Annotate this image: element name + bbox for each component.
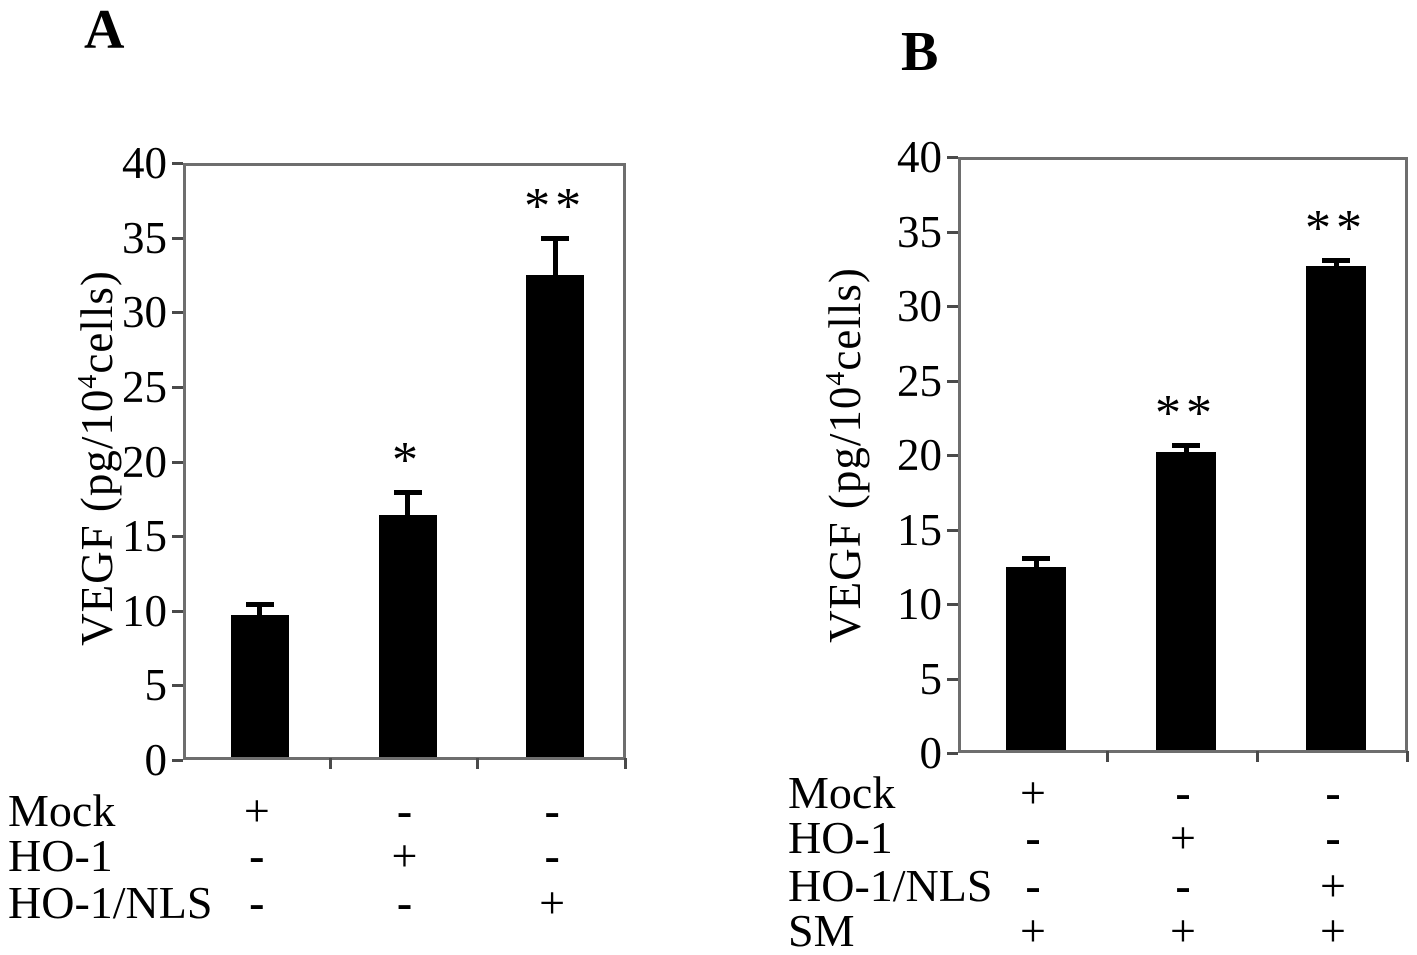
condition-symbol: + xyxy=(1170,905,1196,955)
y-axis-tick-label: 25 xyxy=(897,355,942,406)
y-axis-tick-label: 30 xyxy=(897,281,942,331)
y-axis-tick-label: 5 xyxy=(144,660,168,711)
error-bar-cap xyxy=(541,236,570,242)
condition-symbol: - xyxy=(1175,860,1191,911)
condition-symbol: - xyxy=(396,785,413,836)
y-axis-tick-mark xyxy=(172,759,183,762)
y-axis-tick-mark xyxy=(172,236,183,240)
condition-symbol: - xyxy=(1025,860,1041,911)
y-axis-tick-label: 15 xyxy=(897,504,942,555)
y-axis-tick-mark xyxy=(947,603,958,606)
y-axis-tick-mark xyxy=(947,230,958,234)
condition-symbol: + xyxy=(391,830,418,881)
condition-row-label: Mock xyxy=(788,767,896,818)
condition-symbol: + xyxy=(243,785,270,836)
bar-ho-1-nls xyxy=(526,274,585,757)
x-axis-tick-mark xyxy=(624,758,627,769)
condition-symbol: - xyxy=(1325,812,1341,863)
condition-row-label: HO-1 xyxy=(788,812,893,863)
condition-row-label: HO-1 xyxy=(8,830,113,881)
condition-symbol: + xyxy=(1020,905,1046,955)
x-axis-tick-mark xyxy=(476,758,480,769)
y-axis-tick-mark xyxy=(947,379,958,383)
y-axis-tick-label: 15 xyxy=(122,511,167,562)
condition-row-label: SM xyxy=(788,905,855,955)
y-axis-tick-mark xyxy=(172,162,183,165)
y-axis-tick-label: 10 xyxy=(122,585,167,636)
y-axis-tick-label: 40 xyxy=(897,132,942,182)
y-axis-tick-label: 0 xyxy=(144,735,168,785)
x-axis-tick-mark xyxy=(1256,751,1259,762)
bar-ho-1-nls xyxy=(1306,265,1366,750)
error-bar-cap xyxy=(1322,258,1350,264)
y-axis-tick-label: 10 xyxy=(897,579,942,629)
condition-symbol: - xyxy=(249,830,265,881)
significance-marker: ** xyxy=(524,178,587,236)
y-axis-tick-mark xyxy=(172,684,183,688)
error-bar-cap xyxy=(393,489,422,495)
x-axis-tick-mark xyxy=(1406,751,1409,762)
panel-a-plot-area: * ** xyxy=(183,163,626,760)
error-bar-stem xyxy=(405,492,410,516)
significance-marker: ** xyxy=(1305,200,1367,258)
condition-symbol: + xyxy=(1170,812,1196,863)
error-bar-cap xyxy=(245,601,274,607)
error-bar-stem xyxy=(1033,559,1039,567)
error-bar-cap xyxy=(1172,443,1200,449)
y-axis-tick-label: 5 xyxy=(919,653,943,704)
y-axis-tick-label: 35 xyxy=(122,212,167,263)
x-axis-tick-mark xyxy=(1106,751,1109,762)
condition-row-label: HO-1/NLS xyxy=(788,860,993,911)
bar-mock xyxy=(1006,566,1066,750)
y-axis-tick-mark xyxy=(947,528,958,532)
bar-ho-1 xyxy=(1156,452,1216,750)
y-axis-tick-mark xyxy=(947,305,958,308)
condition-row-label: HO-1/NLS xyxy=(8,877,213,928)
panel-a-letter: A xyxy=(84,0,125,61)
condition-symbol: - xyxy=(1025,812,1041,863)
condition-symbol: + xyxy=(1320,860,1346,911)
bar-mock xyxy=(230,615,289,757)
condition-symbol: - xyxy=(1325,767,1341,818)
y-axis-tick-mark xyxy=(947,752,958,755)
condition-symbol: - xyxy=(544,830,560,881)
panel-b-plot-area: ** ** xyxy=(958,157,1408,753)
condition-symbol: - xyxy=(544,785,560,836)
y-axis-tick-mark xyxy=(172,385,183,389)
significance-marker: * xyxy=(392,431,423,489)
y-axis-tick-label: 20 xyxy=(897,430,942,480)
y-axis-tick-mark xyxy=(172,609,183,613)
condition-symbol: + xyxy=(1020,767,1046,818)
condition-symbol: + xyxy=(1320,905,1346,955)
y-axis-tick-mark xyxy=(172,535,183,539)
condition-row-label: Mock xyxy=(8,785,116,836)
y-axis-tick-mark xyxy=(172,311,183,315)
panel-b-letter: B xyxy=(901,21,939,83)
significance-marker: ** xyxy=(1155,385,1217,443)
condition-symbol: - xyxy=(396,877,413,928)
error-bar-stem xyxy=(257,604,263,616)
error-bar-stem xyxy=(1333,261,1339,266)
y-axis-tick-mark xyxy=(947,156,958,159)
y-axis-tick-label: 30 xyxy=(122,287,167,338)
y-axis-tick-mark xyxy=(947,454,958,457)
condition-symbol: + xyxy=(539,877,566,928)
bar-ho-1 xyxy=(378,515,437,757)
y-axis-tick-label: 25 xyxy=(122,361,167,412)
error-bar-stem xyxy=(1183,446,1189,452)
y-axis-tick-label: 0 xyxy=(919,728,943,778)
error-bar-stem xyxy=(552,239,558,275)
y-axis-tick-mark xyxy=(947,677,958,681)
y-axis-tick-label: 35 xyxy=(897,206,942,257)
condition-symbol: - xyxy=(1175,767,1191,818)
y-axis-title-superscript: 4 xyxy=(820,370,851,386)
y-axis-tick-label: 40 xyxy=(122,138,167,188)
error-bar-cap xyxy=(1022,556,1050,562)
y-axis-tick-mark xyxy=(172,460,183,464)
condition-symbol: - xyxy=(249,877,265,928)
x-axis-tick-mark xyxy=(328,758,332,769)
y-axis-tick-label: 20 xyxy=(122,436,167,487)
